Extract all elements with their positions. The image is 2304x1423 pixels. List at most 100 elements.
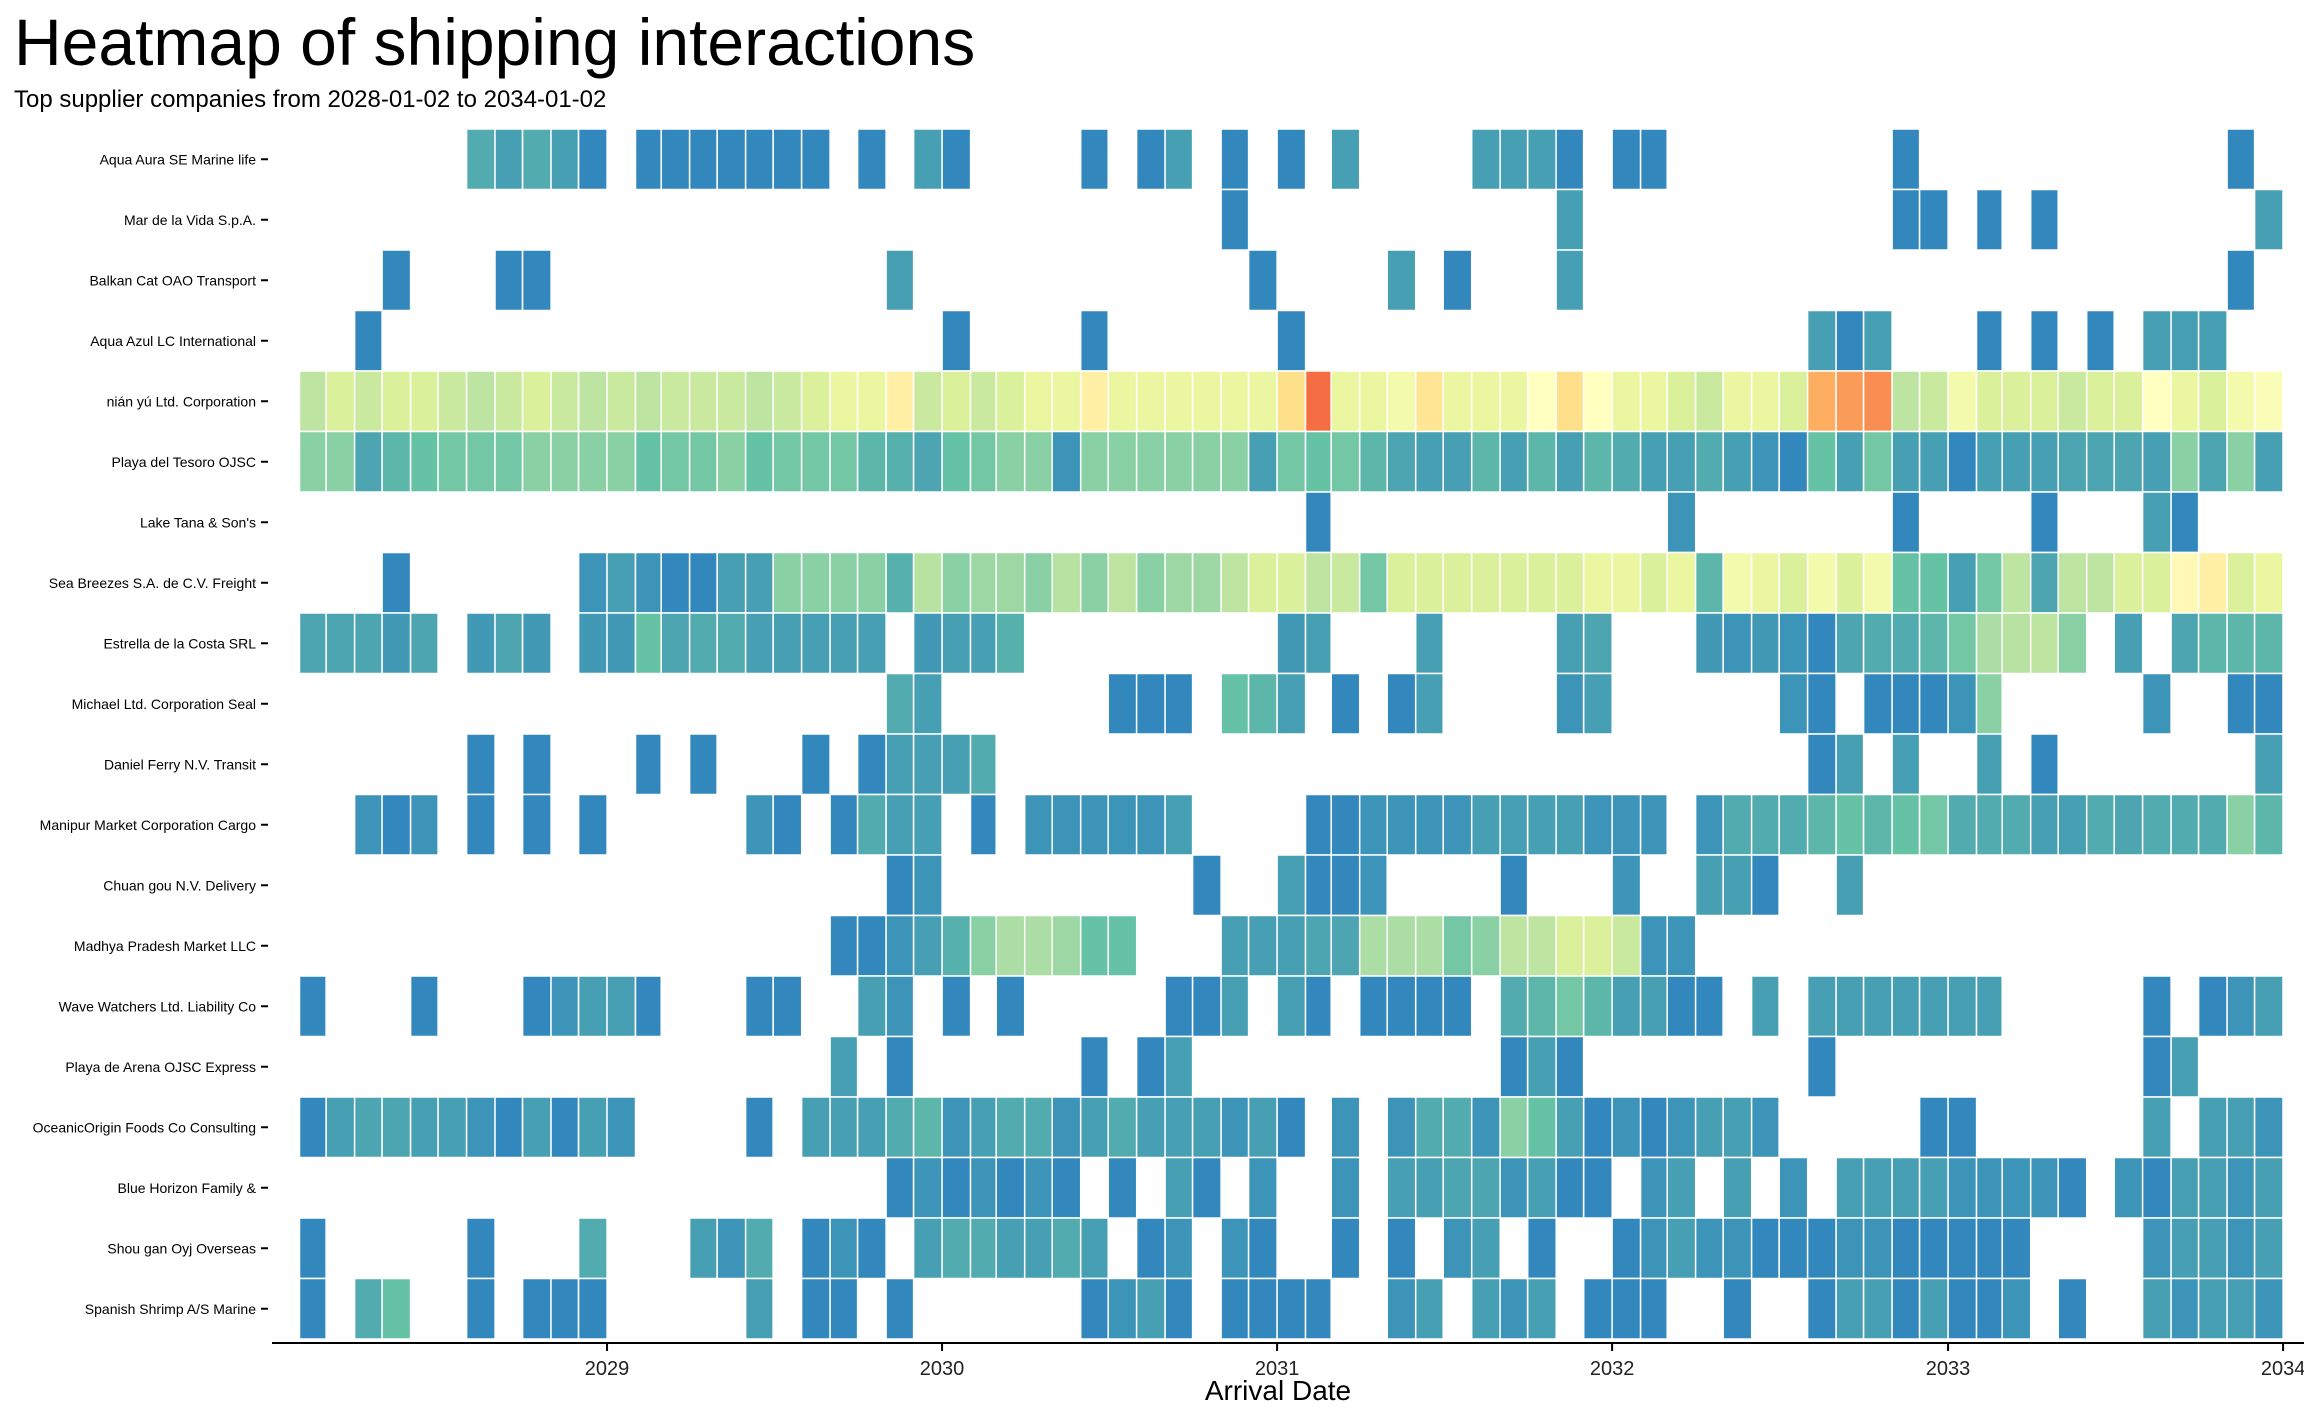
heatmap-cell	[1442, 249, 1473, 312]
heatmap-cell	[1555, 1156, 1585, 1219]
heatmap-cell	[1164, 370, 1194, 433]
heatmap-cell	[800, 128, 831, 191]
heatmap-cell	[2253, 612, 2284, 675]
heatmap-cell	[1135, 672, 1166, 735]
heatmap-cell	[800, 551, 831, 614]
heatmap-cell	[2197, 1156, 2228, 1219]
heatmap-cell	[634, 612, 662, 675]
heatmap-cell	[2141, 1156, 2172, 1219]
heatmap-cell	[1079, 1035, 1109, 1098]
heatmap-cell	[2253, 1217, 2284, 1280]
heatmap-cell	[856, 793, 887, 856]
heatmap-cell	[577, 370, 608, 433]
heatmap-cell	[1386, 551, 1417, 614]
heatmap-cell	[1470, 793, 1501, 856]
heatmap-cell	[1330, 430, 1361, 493]
heatmap-cell	[2057, 430, 2088, 493]
heatmap-cell	[969, 1156, 997, 1219]
heatmap-cell	[1247, 672, 1278, 735]
heatmap-cell	[969, 551, 997, 614]
heatmap-cell	[1639, 128, 1668, 191]
heatmap-cell	[1079, 1096, 1109, 1159]
heatmap-cell	[465, 733, 496, 796]
heatmap-cell	[885, 430, 915, 493]
heatmap-cell	[494, 612, 524, 675]
heatmap-cell	[1975, 1277, 2003, 1340]
heatmap-cell	[1835, 793, 1865, 856]
heatmap-cell	[381, 370, 412, 433]
y-tick-label: Daniel Ferry N.V. Transit	[104, 756, 256, 772]
heatmap-cell	[1220, 914, 1250, 977]
y-tick-label: Shou gan Oyj Overseas	[107, 1240, 256, 1256]
heatmap-cell	[1330, 672, 1361, 735]
heatmap-cell	[1442, 1217, 1473, 1280]
heatmap-cell	[1611, 1217, 1642, 1280]
heatmap-cell	[437, 430, 468, 493]
heatmap-cell	[1582, 914, 1613, 977]
heatmap-cell	[772, 128, 803, 191]
heatmap-cell	[1051, 1156, 1082, 1219]
heatmap-cell	[1107, 1096, 1138, 1159]
heatmap-cell	[521, 1277, 552, 1340]
heatmap-cell	[1835, 370, 1865, 433]
heatmap-cell	[2001, 612, 2032, 675]
y-tick-label: nián yú Ltd. Corporation	[107, 393, 256, 409]
heatmap-cell	[1694, 793, 1724, 856]
heatmap-cell	[1918, 430, 1949, 493]
heatmap-cell	[1247, 1156, 1278, 1219]
heatmap-cell	[2141, 1035, 2172, 1098]
heatmap-cell	[298, 612, 327, 675]
heatmap-cell	[1666, 1217, 1697, 1280]
heatmap-cell	[1470, 370, 1501, 433]
heatmap-cell	[716, 1217, 747, 1280]
heatmap-cell	[2253, 1096, 2284, 1159]
heatmap-cell	[2253, 430, 2284, 493]
heatmap-cell	[1107, 672, 1138, 735]
heatmap-cell	[1247, 370, 1278, 433]
heatmap-cell	[1582, 975, 1613, 1038]
heatmap-cell	[1135, 551, 1166, 614]
heatmap-cell	[1051, 914, 1082, 977]
heatmap-cell	[465, 1096, 496, 1159]
heatmap-cell	[1555, 1096, 1585, 1159]
heatmap-cell	[1135, 1217, 1166, 1280]
heatmap-cell	[1862, 975, 1893, 1038]
heatmap-cell	[1639, 370, 1668, 433]
heatmap-cell	[1835, 975, 1865, 1038]
heatmap-cell	[2029, 551, 2059, 614]
heatmap-cell	[2113, 551, 2144, 614]
heatmap-cell	[2197, 1277, 2228, 1340]
heatmap-cell	[1582, 1096, 1613, 1159]
heatmap-cell	[2085, 551, 2115, 614]
heatmap-cell	[1470, 430, 1501, 493]
heatmap-cell	[1722, 612, 1753, 675]
heatmap-cell	[1079, 1217, 1109, 1280]
y-tick-label: Madhya Pradesh Market LLC	[74, 938, 256, 954]
heatmap-cell	[856, 733, 887, 796]
heatmap-cell	[1694, 854, 1724, 917]
heatmap-cell	[2141, 1096, 2172, 1159]
heatmap-cell	[381, 1277, 412, 1340]
heatmap-cell	[1358, 793, 1388, 856]
x-tick-label: 2034	[2261, 1358, 2304, 1380]
heatmap-cell	[772, 975, 803, 1038]
heatmap-cell	[829, 914, 859, 977]
heatmap-cell	[1918, 975, 1949, 1038]
heatmap-cell	[1442, 914, 1473, 977]
heatmap-cell	[1414, 1156, 1444, 1219]
heatmap-cell	[1330, 1096, 1361, 1159]
heatmap-cell	[885, 1035, 915, 1098]
heatmap-cell	[1947, 975, 1978, 1038]
heatmap-cell	[437, 1096, 468, 1159]
heatmap-cell	[2029, 612, 2059, 675]
heatmap-cell	[829, 1217, 859, 1280]
heatmap-cell	[1051, 1096, 1082, 1159]
heatmap-cell	[1750, 975, 1780, 1038]
heatmap-cell	[1526, 1217, 1557, 1280]
heatmap-cell	[465, 1277, 496, 1340]
heatmap-cell	[941, 430, 972, 493]
heatmap-cell	[1555, 914, 1585, 977]
heatmap-cell	[969, 1096, 997, 1159]
heatmap-cell	[353, 1277, 383, 1340]
heatmap-cell	[772, 430, 803, 493]
